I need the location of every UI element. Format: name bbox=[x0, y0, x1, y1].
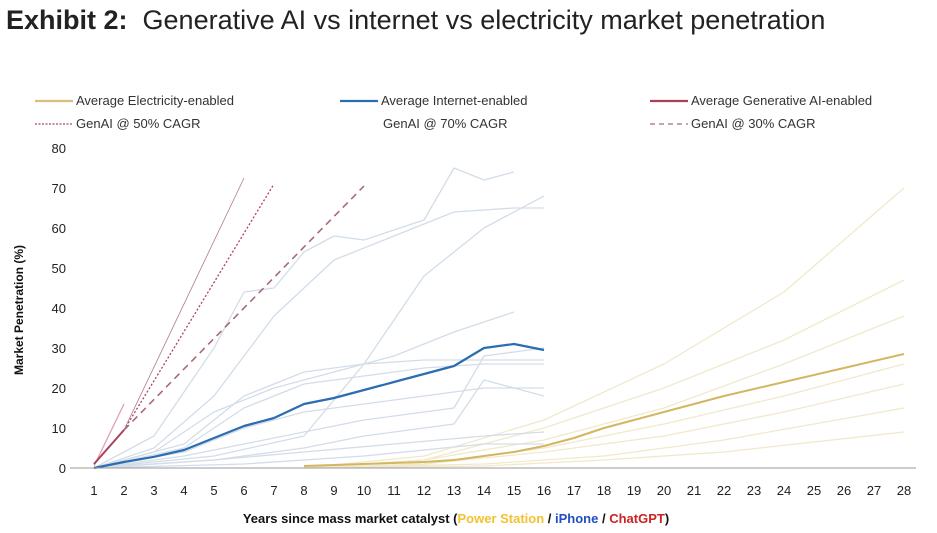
y-axis-label: Market Penetration (%) bbox=[12, 245, 26, 375]
x-label-part: ChatGPT bbox=[609, 511, 665, 526]
x-tick-label: 25 bbox=[807, 483, 821, 498]
legend-label: GenAI @ 30% CAGR bbox=[691, 116, 815, 131]
title-prefix: Exhibit 2: bbox=[6, 5, 128, 35]
x-tick-label: 26 bbox=[837, 483, 851, 498]
x-label-part: ) bbox=[665, 511, 669, 526]
y-tick-label: 60 bbox=[52, 221, 66, 236]
x-tick-label: 13 bbox=[447, 483, 461, 498]
y-tick-label: 70 bbox=[52, 181, 66, 196]
x-tick-label: 11 bbox=[387, 483, 401, 498]
x-tick-label: 3 bbox=[150, 483, 157, 498]
x-label-part: Power Station bbox=[457, 511, 544, 526]
legend: Average Electricity-enabled Average Inter… bbox=[35, 93, 872, 131]
x-axis-label: Years since mass market catalyst (Power … bbox=[243, 511, 669, 526]
x-label-part: / bbox=[598, 511, 609, 526]
internet-series-line bbox=[93, 363, 544, 469]
x-tick-label: 19 bbox=[627, 483, 641, 498]
genai-series-line bbox=[93, 403, 125, 467]
legend-label: Average Electricity-enabled bbox=[76, 93, 234, 108]
x-tick-label: 27 bbox=[867, 483, 881, 498]
x-tick-label: 4 bbox=[180, 483, 187, 498]
electricity-series-line bbox=[303, 315, 905, 469]
legend-item-average-internet-enabled: Average Internet-enabled bbox=[340, 93, 527, 108]
x-label-part: Years since mass market catalyst ( bbox=[243, 511, 458, 526]
genai-50-cagr-line bbox=[123, 183, 275, 431]
x-tick-label: 16 bbox=[537, 483, 551, 498]
x-label-part: iPhone bbox=[555, 511, 598, 526]
internet-series-line bbox=[93, 311, 515, 469]
y-tick-label: 50 bbox=[52, 261, 66, 276]
electricity-series-line bbox=[303, 383, 905, 469]
y-tick-label: 0 bbox=[59, 461, 66, 476]
legend-item-genai-30-cagr: GenAI @ 30% CAGR bbox=[650, 116, 815, 131]
x-tick-label: 8 bbox=[300, 483, 307, 498]
legend-label: GenAI @ 50% CAGR bbox=[76, 116, 200, 131]
background-series bbox=[93, 167, 905, 469]
x-tick-label: 1 bbox=[90, 483, 97, 498]
x-tick-label: 21 bbox=[687, 483, 701, 498]
series-lines bbox=[93, 177, 905, 470]
genai-30-cagr-line bbox=[123, 185, 365, 431]
internet-series-line bbox=[93, 431, 545, 469]
legend-item-average-generative-ai-enabled: Average Generative AI-enabled bbox=[650, 93, 872, 108]
internet-series-line bbox=[93, 379, 545, 469]
x-tick-label: 28 bbox=[897, 483, 911, 498]
x-tick-label: 14 bbox=[477, 483, 491, 498]
x-tick-label: 23 bbox=[747, 483, 761, 498]
y-tick-label: 10 bbox=[52, 421, 66, 436]
y-tick-label: 80 bbox=[52, 141, 66, 156]
internet-series-line bbox=[93, 387, 544, 469]
internet-series-line bbox=[93, 167, 515, 469]
electricity-series-line bbox=[303, 407, 905, 469]
x-tick-label: 24 bbox=[777, 483, 791, 498]
internet-series-line bbox=[93, 207, 544, 469]
electricity-series-line bbox=[303, 431, 905, 469]
internet-series-line bbox=[93, 443, 544, 469]
legend-label: Average Internet-enabled bbox=[381, 93, 527, 108]
x-tick-label: 9 bbox=[330, 483, 337, 498]
legend-item-average-electricity-enabled: Average Electricity-enabled bbox=[35, 93, 234, 108]
x-tick-label: 22 bbox=[717, 483, 731, 498]
x-tick-label: 18 bbox=[597, 483, 611, 498]
x-tick-label: 2 bbox=[120, 483, 127, 498]
y-tick-label: 30 bbox=[52, 341, 66, 356]
internet-series-line bbox=[93, 347, 545, 469]
legend-label: GenAI @ 70% CAGR bbox=[383, 116, 507, 131]
internet-series-line bbox=[93, 359, 544, 469]
y-tick-label: 40 bbox=[52, 301, 66, 316]
electricity-series-line bbox=[303, 187, 905, 469]
x-tick-label: 17 bbox=[567, 483, 581, 498]
legend-item-genai-70-cagr: GenAI @ 70% CAGR bbox=[383, 116, 507, 131]
average-internet-enabled-line bbox=[93, 342, 545, 470]
x-tick-label: 15 bbox=[507, 483, 521, 498]
internet-series-line bbox=[93, 195, 545, 469]
chart-title: Exhibit 2: Generative AI vs internet vs … bbox=[6, 2, 906, 39]
x-tick-label: 6 bbox=[240, 483, 247, 498]
average-generative-ai-enabled-line bbox=[93, 429, 125, 465]
x-tick-label: 7 bbox=[270, 483, 277, 498]
x-tick-label: 5 bbox=[210, 483, 217, 498]
x-tick-label: 20 bbox=[657, 483, 671, 498]
genai-70-cagr-line bbox=[123, 177, 245, 431]
legend-label: Average Generative AI-enabled bbox=[691, 93, 872, 108]
y-tick-label: 20 bbox=[52, 381, 66, 396]
average-electricity-enabled-line bbox=[303, 353, 905, 467]
x-tick-label: 12 bbox=[417, 483, 431, 498]
x-label-part: / bbox=[544, 511, 555, 526]
legend-item-genai-50-cagr: GenAI @ 50% CAGR bbox=[35, 116, 200, 131]
x-tick-label: 10 bbox=[357, 483, 371, 498]
title-text: Generative AI vs internet vs electricity… bbox=[142, 5, 826, 35]
